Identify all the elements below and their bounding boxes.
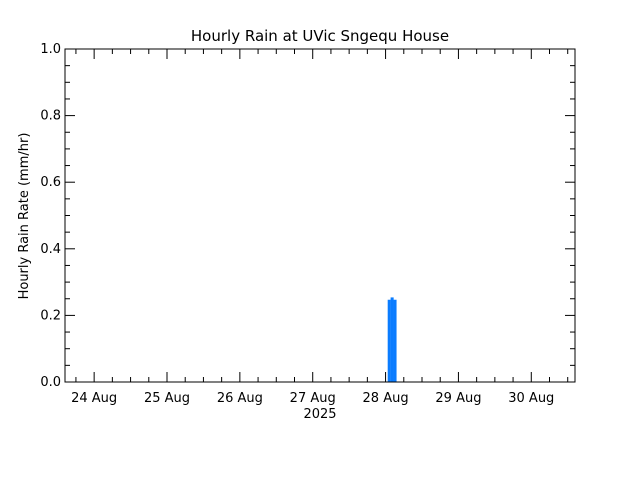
x-tick-label: 27 Aug xyxy=(290,391,336,406)
x-tick-label: 24 Aug xyxy=(71,391,117,406)
x-tick-label: 29 Aug xyxy=(435,391,481,406)
y-axis-label: Hourly Rain Rate (mm/hr) xyxy=(17,133,32,300)
x-tick-label: 25 Aug xyxy=(144,391,190,406)
plot-frame xyxy=(64,48,576,383)
x-tick-label: 30 Aug xyxy=(508,391,554,406)
chart-title: Hourly Rain at UVic Sngequ House xyxy=(191,27,449,45)
ticks-layer: 0.0 0.2 0.4 0.6 0.8 1.0 24 Aug 25 Aug 26 Aug 27 A… xyxy=(40,42,575,406)
y-tick-label: 0.0 xyxy=(40,375,61,390)
bars-layer xyxy=(387,297,397,382)
y-tick-label: 0.4 xyxy=(40,242,61,257)
y-tick-label: 0.2 xyxy=(40,308,61,323)
y-tick-label: 0.6 xyxy=(40,175,61,190)
y-tick-label: 0.8 xyxy=(40,109,61,124)
rain-bar xyxy=(393,299,397,382)
rain-bar xyxy=(390,297,394,382)
y-tick-label: 1.0 xyxy=(40,42,61,57)
rain-bar xyxy=(387,299,391,382)
x-axis-label: 2025 xyxy=(303,407,336,422)
x-tick-label: 26 Aug xyxy=(217,391,263,406)
x-tick-label: 28 Aug xyxy=(363,391,409,406)
